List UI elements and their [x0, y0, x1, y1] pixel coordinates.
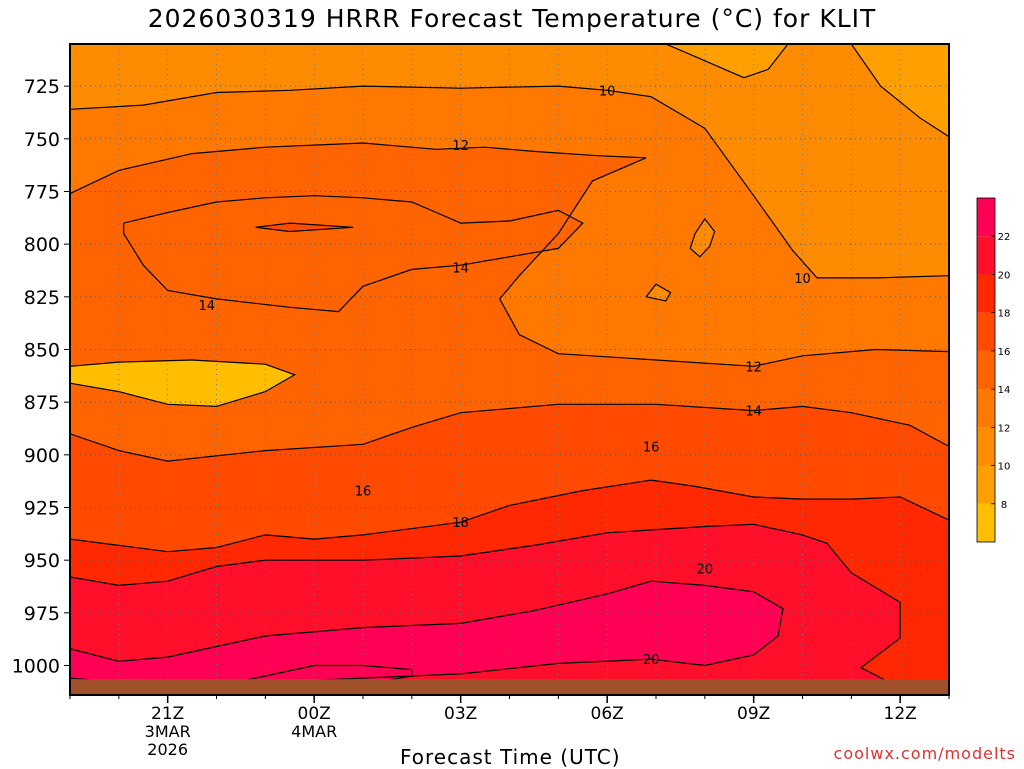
- contour-line: [850, 44, 949, 138]
- colorbar-label: 18: [998, 309, 1011, 320]
- y-axis: 725 750 775 800 825 850 875 900 925 950 975 1000: [12, 76, 70, 678]
- y-tick-label: 925: [24, 497, 60, 519]
- x-tick-label: 21Z: [151, 704, 184, 724]
- colorbar-label: 14: [998, 385, 1011, 396]
- colorbar-swatch: [977, 427, 995, 466]
- x-tick-sublabel: 3MAR: [145, 722, 191, 741]
- contour-label: 14: [452, 261, 469, 276]
- colorbar-swatch: [977, 465, 995, 504]
- contour-line: [70, 580, 784, 688]
- colorbar-swatch: [977, 389, 995, 428]
- colorbar-label: 22: [998, 232, 1011, 243]
- contour-label-text: 18: [452, 516, 469, 531]
- contour-label: 12: [452, 139, 469, 154]
- x-tick-sublabel: 4MAR: [291, 722, 337, 741]
- contour-line: [70, 479, 949, 553]
- contour-label-text: 10: [794, 272, 811, 287]
- contour-label: 12: [745, 360, 762, 375]
- y-tick-label: 800: [24, 234, 60, 256]
- band-22-7: [70, 581, 783, 687]
- y-tick-label: 725: [24, 76, 60, 98]
- colorbar-swatch: [977, 312, 995, 351]
- contour-label: 20: [697, 563, 714, 578]
- ground-fill: [70, 679, 949, 695]
- contour-line: [70, 403, 949, 462]
- x-tick-sublabel: 2026: [147, 740, 188, 759]
- contour-label-text: 14: [452, 261, 469, 276]
- contour-line: [70, 523, 949, 686]
- colorbar-label: 16: [998, 347, 1011, 358]
- contour-label: 16: [643, 440, 660, 455]
- x-axis-label: Forecast Time (UTC): [400, 745, 621, 769]
- y-tick-label: 875: [24, 392, 60, 414]
- contour-label-text: 14: [745, 405, 762, 420]
- contour-line: [255, 222, 354, 233]
- colorbar-swatch: [977, 350, 995, 390]
- contour-label-text: 10: [599, 84, 616, 99]
- y-tick-label: 775: [24, 181, 60, 203]
- band-14-9: [123, 195, 583, 312]
- colorbar-frame: [976, 197, 996, 543]
- contour-line: [665, 44, 789, 79]
- contour-line: [70, 359, 297, 408]
- x-tick-label: 09Z: [737, 704, 770, 724]
- colorbar-swatch: [977, 274, 995, 313]
- contour-label-text: 12: [452, 139, 469, 154]
- contour-label: 16: [355, 485, 372, 500]
- y-tick-label: 750: [24, 129, 60, 151]
- band-8-0: [70, 44, 949, 137]
- contour-label-text: 16: [643, 440, 660, 455]
- band-12-2: [70, 86, 949, 367]
- y-tick-label: 950: [24, 550, 60, 572]
- chart-title: 2026030319 HRRR Forecast Temperature (°C…: [147, 4, 877, 33]
- band-10-11: [646, 284, 671, 301]
- contour-label: 14: [198, 299, 215, 314]
- x-tick-label: 12Z: [884, 704, 917, 724]
- y-tick-label: 900: [24, 445, 60, 467]
- contour-line: [70, 85, 949, 279]
- x-tick-label: 03Z: [444, 704, 477, 724]
- contour-line: [70, 142, 949, 367]
- contour-lines: [70, 44, 949, 688]
- y-tick-label: 975: [24, 603, 60, 625]
- colorbar-label: 10: [998, 462, 1011, 473]
- ground-strip: [70, 679, 949, 695]
- colorbar-label: 8: [1001, 500, 1007, 511]
- colorbar-label: 12: [998, 423, 1011, 434]
- colorbar-legend: 8 10 12 14 16 18 20 22: [976, 197, 1011, 543]
- contour-label-text: 12: [745, 360, 762, 375]
- watermark-text: coolwx.com/modelts: [833, 744, 1016, 763]
- contour-line: [123, 195, 584, 313]
- colorbar-label: 20: [998, 270, 1011, 281]
- contour-line: [689, 217, 716, 258]
- band-16-12: [255, 223, 354, 232]
- contour-label-text: 14: [198, 299, 215, 314]
- contour-label-text: 20: [643, 653, 660, 668]
- colorbar-swatch: [977, 503, 995, 542]
- colorbar-swatch: [977, 236, 995, 275]
- y-tick-label: 1000: [12, 656, 60, 678]
- grid-lines: [70, 44, 949, 695]
- band-10-1: [70, 44, 949, 278]
- band-16-4: [70, 404, 949, 552]
- contour-line: [645, 283, 672, 302]
- colorbar-swatch: [977, 198, 995, 237]
- y-tick-label: 825: [24, 287, 60, 309]
- y-tick-label: 850: [24, 339, 60, 361]
- contour-label: 10: [794, 272, 811, 287]
- contour-label: 14: [745, 405, 762, 420]
- contour-label: 18: [452, 516, 469, 531]
- contour-label: 10: [599, 84, 616, 99]
- contour-label-text: 20: [697, 563, 714, 578]
- x-tick-label: 06Z: [591, 704, 624, 724]
- x-tick-label: 00Z: [298, 704, 331, 724]
- contour-label-text: 16: [355, 485, 372, 500]
- contour-labels: 10 10 12 12 14 14 14 16 16 18 20 20: [198, 84, 811, 668]
- contour-label: 20: [643, 653, 660, 668]
- band-18-5: [70, 480, 949, 685]
